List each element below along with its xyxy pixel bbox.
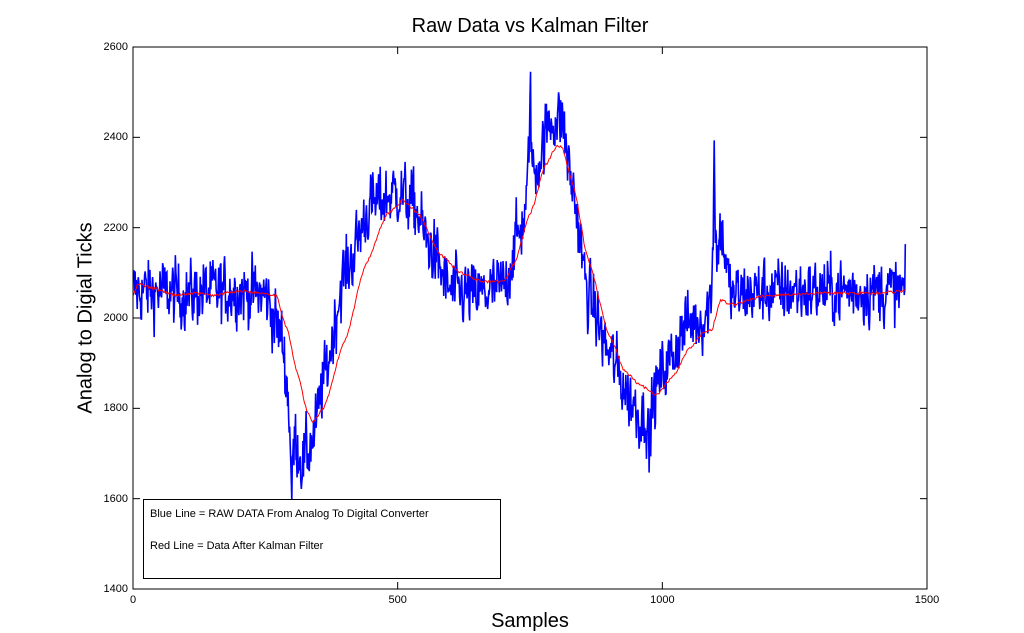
- legend-kalman-filter: Red Line = Data After Kalman Filter: [150, 540, 324, 552]
- x-tick-label: 1000: [650, 594, 675, 606]
- y-tick-label: 1600: [103, 492, 128, 505]
- legend-box: Blue Line = RAW DATA From Analog To Digi…: [143, 499, 501, 579]
- y-tick-label: 2000: [103, 312, 128, 324]
- raw-data-line: [132, 71, 907, 502]
- x-tick-label: 1500: [914, 594, 940, 606]
- legend-raw-data: Blue Line = RAW DATA From Analog To Digi…: [150, 508, 429, 520]
- y-tick-label: 2600: [103, 41, 128, 53]
- x-tick-label: 500: [388, 594, 407, 606]
- y-tick-label: 1800: [103, 402, 128, 415]
- axes-box: [132, 46, 928, 590]
- chart-title: Raw Data vs Kalman Filter: [411, 15, 649, 37]
- x-tick-label: 0: [129, 594, 137, 606]
- y-tick-label: 2400: [103, 131, 128, 144]
- y-tick-label: 1400: [103, 583, 128, 595]
- y-tick-label: 2200: [103, 221, 128, 234]
- kalman-filter-line: [132, 144, 905, 424]
- x-axis-label: Samples: [491, 610, 569, 632]
- y-axis-label: Analog to Digial Ticks: [74, 222, 97, 414]
